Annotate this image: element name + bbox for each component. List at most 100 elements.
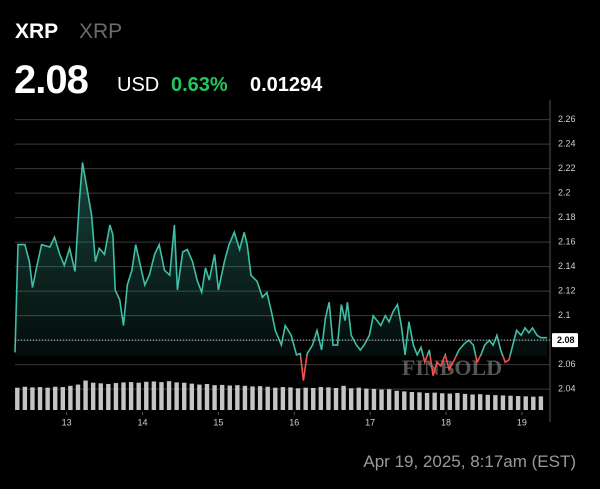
volume-bar bbox=[447, 393, 453, 410]
volume-bar bbox=[235, 385, 240, 410]
volume-bar bbox=[462, 393, 468, 410]
volume-bar bbox=[15, 387, 20, 410]
x-tick-label: 13 bbox=[62, 417, 72, 427]
volume-bar bbox=[402, 391, 407, 410]
volume-bar bbox=[136, 382, 141, 410]
y-tick-label: 2.06 bbox=[558, 359, 576, 369]
volume-bar bbox=[257, 386, 263, 410]
volume-bar bbox=[197, 384, 202, 410]
volume-bar bbox=[166, 381, 172, 410]
volume-bar bbox=[515, 396, 521, 410]
volume-bar bbox=[288, 387, 293, 410]
x-tick-label: 17 bbox=[365, 417, 375, 427]
y-tick-label: 2.18 bbox=[558, 212, 576, 222]
volume-bar bbox=[295, 388, 301, 410]
volume-bar bbox=[311, 387, 316, 410]
volume-bar bbox=[409, 392, 415, 410]
y-tick-label: 2.14 bbox=[558, 261, 576, 271]
currency: USD bbox=[117, 74, 160, 96]
symbol: XRP bbox=[15, 20, 59, 43]
volume-bar bbox=[182, 382, 187, 410]
price-line-up bbox=[14, 162, 547, 357]
change-percent: 0.63% bbox=[171, 74, 228, 96]
volume-bar bbox=[144, 381, 149, 410]
volume-bar bbox=[98, 383, 103, 410]
y-tick-label: 2.12 bbox=[558, 286, 576, 296]
volume-bar bbox=[432, 392, 437, 410]
volume-bar bbox=[493, 395, 498, 410]
volume-bar bbox=[250, 386, 255, 410]
volume-bar bbox=[280, 387, 286, 410]
volume-bar bbox=[242, 385, 248, 410]
watermark: FINBOLD bbox=[402, 355, 502, 380]
volume-bar bbox=[341, 385, 346, 410]
volume-bar bbox=[348, 388, 354, 410]
y-tick-label: 2.24 bbox=[558, 138, 576, 148]
volume-bar bbox=[219, 384, 225, 410]
x-tick-label: 18 bbox=[441, 417, 451, 427]
volume-bar bbox=[417, 392, 422, 410]
volume-bar bbox=[22, 386, 28, 410]
volume-bar bbox=[356, 387, 361, 410]
volume-bar bbox=[303, 387, 308, 410]
volume-bar bbox=[371, 388, 377, 410]
volume-bar bbox=[477, 394, 483, 410]
volume-bar bbox=[538, 396, 544, 410]
volume-bar bbox=[364, 388, 369, 410]
x-tick-label: 19 bbox=[517, 417, 527, 427]
y-tick-label: 2.16 bbox=[558, 237, 576, 247]
volume-bar bbox=[379, 389, 384, 410]
y-tick-label: 2.1 bbox=[558, 310, 571, 320]
volume-bar bbox=[75, 384, 81, 410]
volume-bar bbox=[326, 387, 331, 410]
volume-bar bbox=[204, 383, 210, 410]
volume-bar bbox=[128, 382, 134, 410]
x-tick-label: 14 bbox=[137, 417, 147, 427]
volume-bar bbox=[121, 382, 126, 410]
change-value: 0.01294 bbox=[250, 74, 323, 96]
volume-bar bbox=[212, 385, 217, 410]
price: 2.08 bbox=[14, 58, 89, 102]
volume-bar bbox=[174, 382, 179, 410]
volume-bar bbox=[159, 382, 164, 410]
y-tick-label: 2.22 bbox=[558, 163, 576, 173]
volume-bar bbox=[440, 393, 445, 410]
volume-bar bbox=[485, 394, 490, 410]
volume-bar bbox=[333, 387, 339, 410]
volume-bar bbox=[37, 387, 43, 410]
y-tick-label: 2.26 bbox=[558, 114, 576, 124]
volume-bar bbox=[455, 392, 460, 410]
volume-bar bbox=[386, 389, 392, 410]
volume-bar bbox=[83, 380, 88, 410]
volume-bar bbox=[189, 383, 195, 410]
timestamp: Apr 19, 2025, 8:17am (EST) bbox=[363, 452, 576, 471]
volume-bar bbox=[531, 396, 536, 410]
volume-bar bbox=[470, 394, 475, 410]
volume-bar bbox=[106, 383, 111, 410]
volume-bar bbox=[318, 387, 324, 410]
volume-bar bbox=[45, 387, 50, 410]
last-price-tag-bg bbox=[552, 333, 578, 348]
volume-bar bbox=[265, 386, 270, 410]
y-tick-label: 2.04 bbox=[558, 384, 576, 394]
last-price-tag: 2.08 bbox=[557, 335, 575, 345]
volume-bar bbox=[394, 390, 399, 410]
volume-bar bbox=[508, 395, 513, 410]
volume-bar bbox=[53, 386, 58, 410]
volume-bar bbox=[523, 396, 528, 410]
volume-bar bbox=[68, 385, 73, 410]
asset-name: XRP bbox=[79, 20, 123, 43]
volume-bar bbox=[151, 381, 157, 410]
x-tick-label: 15 bbox=[213, 417, 223, 427]
volume-bar bbox=[273, 387, 278, 410]
x-tick-label: 16 bbox=[289, 417, 299, 427]
volume-bar bbox=[60, 387, 66, 410]
y-tick-label: 2.2 bbox=[558, 187, 571, 197]
volume-bar bbox=[500, 395, 506, 410]
volume-bar bbox=[424, 392, 430, 410]
volume-bar bbox=[90, 382, 96, 410]
volume-bar bbox=[227, 385, 232, 410]
price-area bbox=[15, 162, 547, 357]
